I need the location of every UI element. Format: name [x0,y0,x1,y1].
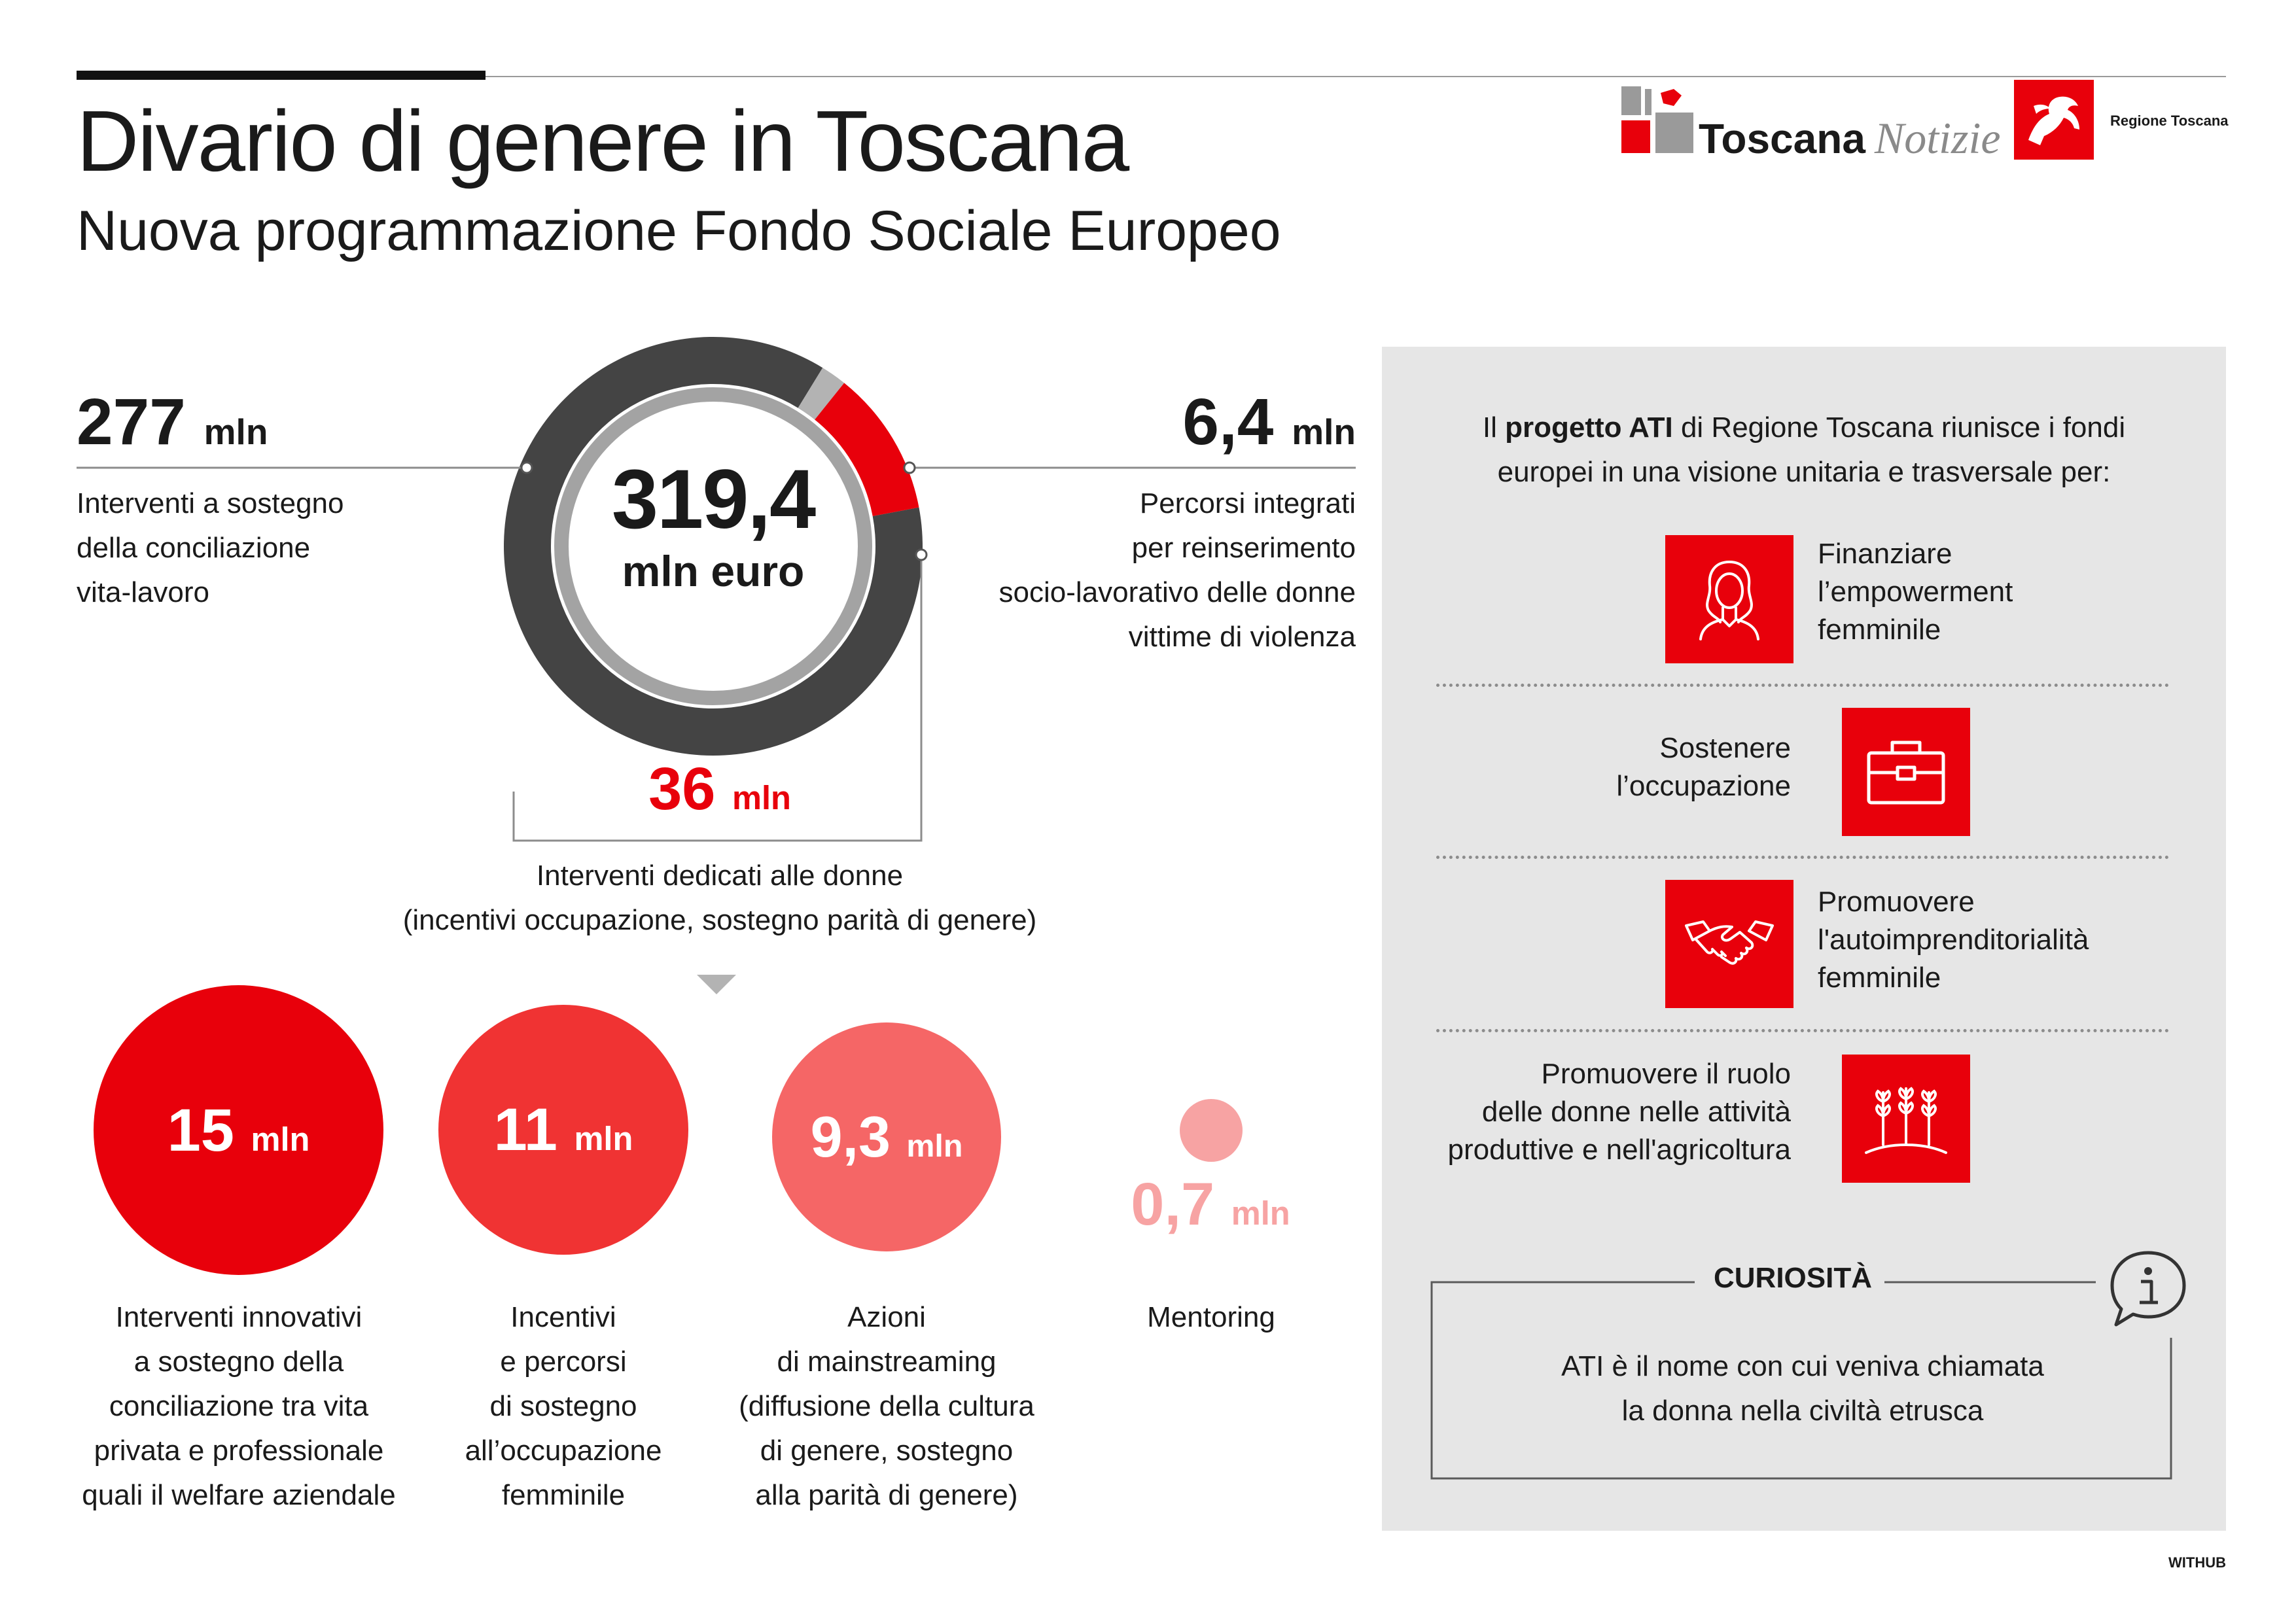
woman-icon [1665,535,1793,663]
bubble-incentivi: 11 mln [438,1005,688,1255]
header-rule [486,76,2226,77]
donut-segment-donne [815,383,919,516]
logo-word-notizie: Notizie [1874,113,2001,163]
stat-donne-value: 36 [648,756,716,822]
stat-conciliazione-desc: Interventi a sostegno della conciliazion… [77,487,344,608]
stat-conciliazione-value: 277 [77,385,186,459]
curiosita-title: CURIOSITÀ [1714,1262,1872,1294]
stat-donne-desc: Interventi dedicati alle donne (incentiv… [402,860,1037,936]
page-subtitle: Nuova programmazione Fondo Sociale Europ… [77,200,1281,262]
bubble-mainstreaming-unit: mln [906,1128,963,1164]
toscana-notizie-logo: Toscana Notizie [1699,113,2001,164]
info-bubble-icon [2106,1246,2191,1331]
bubble-mainstreaming: 9,3 mln [772,1022,1001,1251]
stat-percorsi-value: 6,4 [1182,385,1274,459]
donut-inner-ring [554,387,872,705]
bubble-incentivi-value: 11 [493,1096,557,1163]
toscana-notizie-logo-mark [1621,86,1693,153]
ati-project-name: progetto ATI [1505,411,1673,444]
curiosita-frame [1430,1281,2172,1480]
divider [1436,684,2169,687]
briefcase-icon [1842,708,1970,836]
donut-center-label: 319,4 mln euro [576,458,851,593]
regione-toscana-label: Regione Toscana [2110,113,2229,129]
ati-panel [1382,347,2226,1531]
bubble-mentoring-label: 0,7 mln [1080,1174,1341,1234]
regione-toscana-emblem [2014,80,2094,160]
curiosita-text: ATI è il nome con cui veniva chiamata la… [1561,1350,2044,1427]
total-value: 319,4 [611,453,816,546]
bubble-mainstreaming-desc: Azioni di mainstreaming (diffusione dell… [739,1301,1034,1511]
header-accent-bar [77,71,486,80]
page-title: Divario di genere in Toscana [77,93,1129,189]
bubble-mentoring [1180,1099,1243,1162]
stat-donne-unit: mln [732,779,791,816]
credit-withub: WITHUB [2168,1554,2226,1571]
ati-item-agricoltura: Promuovere il ruolo delle donne nelle at… [1447,1058,1791,1166]
ati-item-autoimprenditorialita: Promuovere l'autoimprenditorialità femmi… [1818,886,2089,994]
ati-item-occupazione: Sostenere l’occupazione [1616,732,1791,802]
wheat-icon [1842,1055,1970,1183]
stat-conciliazione-unit: mln [203,411,268,452]
ati-item-empowerment: Finanziare l’empowerment femminile [1818,538,2013,646]
bubble-incentivi-desc: Incentivi e percorsi di sostegno all’occ… [465,1301,662,1511]
bubble-welfare-value: 15 [167,1096,234,1164]
stat-conciliazione: 277 mln [77,389,268,455]
divider [1436,1029,2169,1032]
bubble-welfare-unit: mln [251,1120,310,1158]
bubble-mainstreaming-value: 9,3 [810,1104,891,1169]
divider [1436,856,2169,859]
stat-percorsi-unit: mln [1292,411,1356,452]
bubble-mentoring-unit: mln [1231,1195,1290,1232]
stat-donne: 36 mln [576,759,864,819]
donut-segment-percorsi [798,368,845,420]
bubble-welfare-desc: Interventi innovativi a sostegno della c… [82,1301,396,1511]
stat-percorsi: 6,4 mln [1029,389,1356,455]
handshake-icon [1665,880,1793,1008]
bubble-welfare: 15 mln [94,985,383,1275]
logo-word-toscana: Toscana [1699,115,1865,162]
ati-intro: Il progetto ATI di Regione Toscana riuni… [1482,411,2126,488]
bubble-mentoring-desc: Mentoring [1147,1301,1275,1333]
stat-percorsi-desc: Percorsi integrati per reinserimento soc… [998,487,1356,653]
bubble-incentivi-unit: mln [574,1120,633,1157]
total-unit: mln euro [622,547,805,595]
funding-donut-chart [504,337,923,756]
bubble-mentoring-value: 0,7 [1131,1171,1215,1238]
